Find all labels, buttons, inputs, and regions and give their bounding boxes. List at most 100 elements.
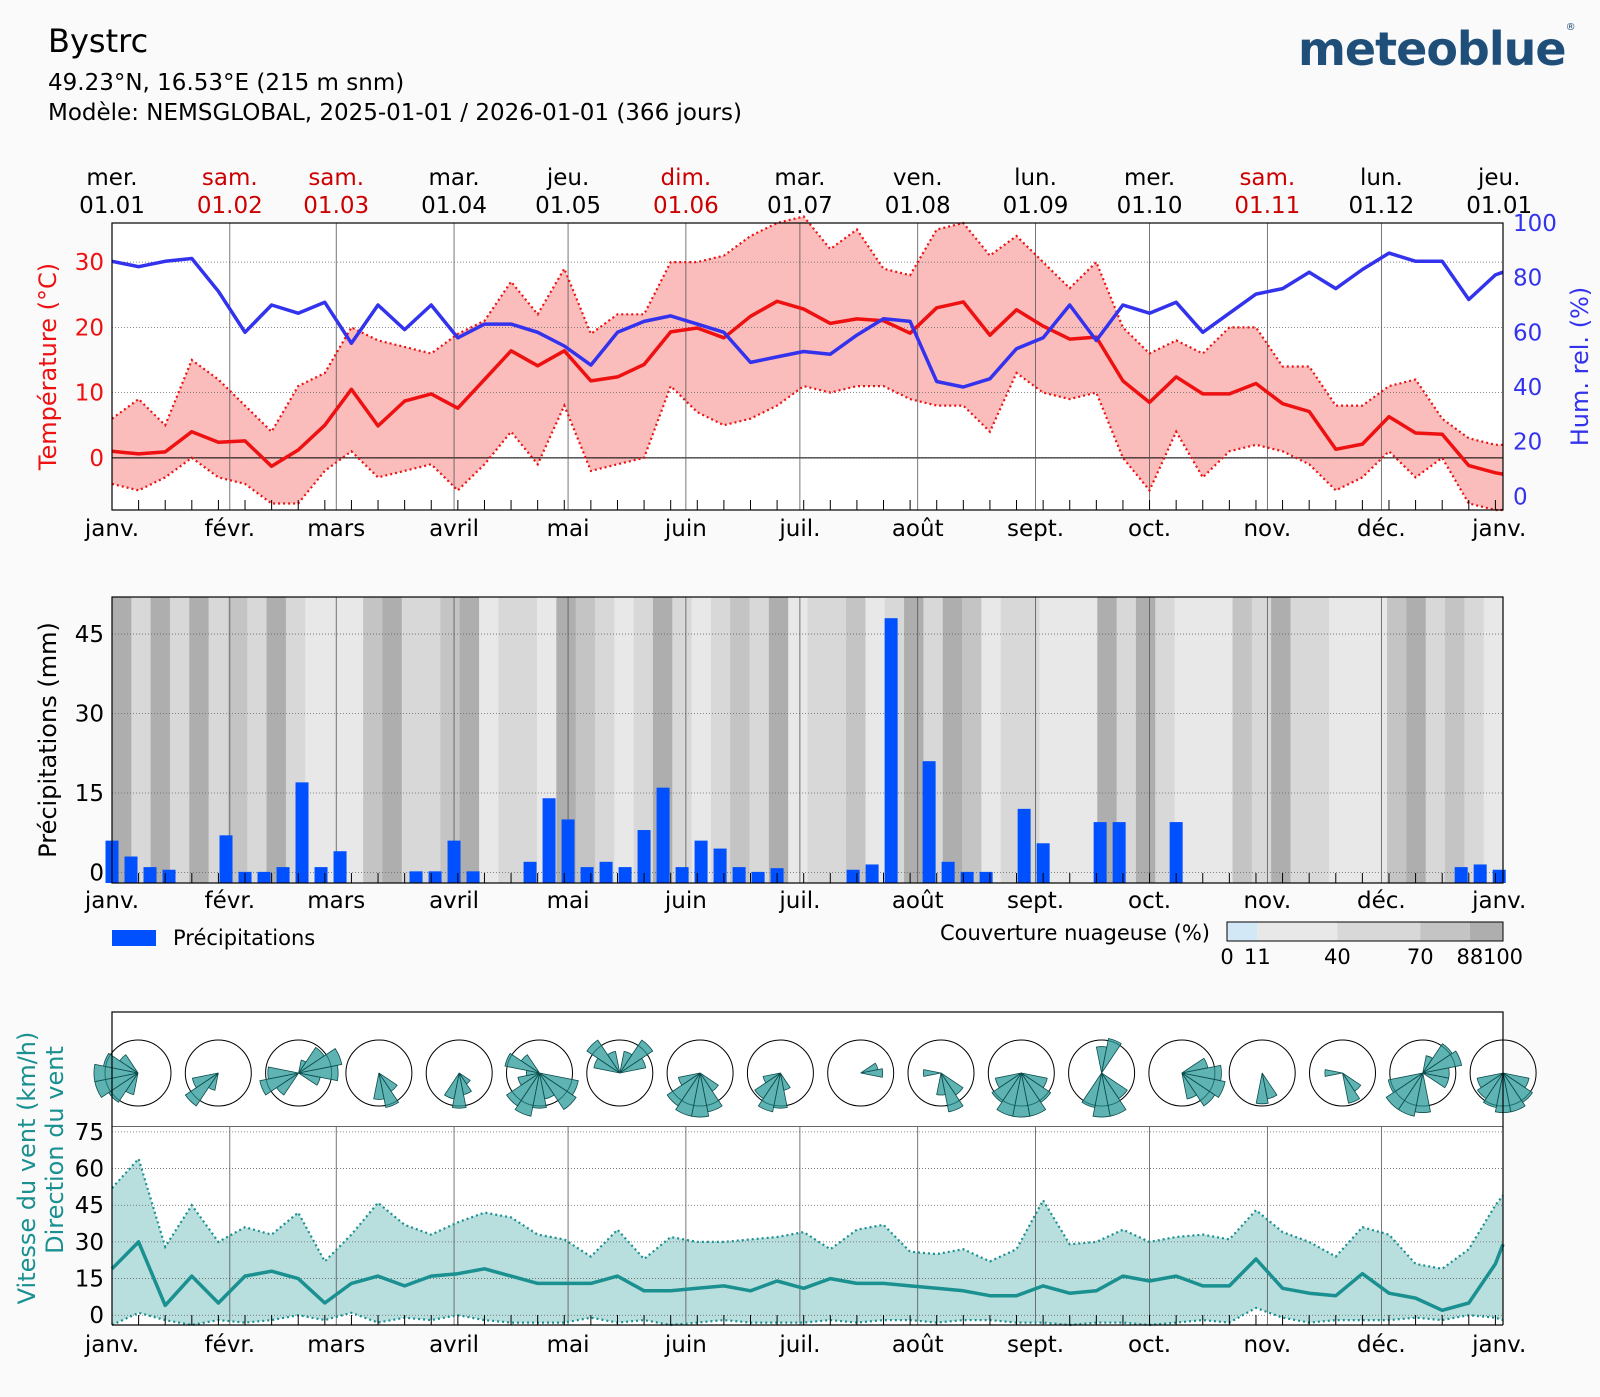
precipitation-bar [675, 867, 689, 883]
cloud-legend-segment [1469, 922, 1503, 941]
wind-rose-sector [666, 1072, 701, 1107]
month-label: nov. [1243, 1332, 1291, 1358]
location-name: Bystrc [48, 22, 149, 60]
precipitation-bar [314, 867, 328, 883]
month-label: sept. [1007, 888, 1064, 914]
wind-rose-sector [191, 1072, 219, 1089]
precipitation-chart: 0 15 30 45 Précipitations (mm) janv. févr. mars… [34, 596, 1526, 969]
wind-tick-label: 30 [75, 1230, 104, 1256]
wind-rose [1385, 1039, 1463, 1117]
wind-rose [504, 1039, 579, 1117]
cloud-cover-band [421, 597, 442, 883]
wind-max-line [111, 1156, 1504, 1270]
precipitation-bar [1112, 822, 1126, 883]
cloud-cover-band [1116, 597, 1137, 883]
precipitation-bar [276, 867, 290, 883]
humidity-line [111, 251, 1504, 389]
temperature-tick-label: 0 [89, 446, 104, 472]
wind-rose-sector [1181, 1072, 1226, 1098]
month-label: mai [547, 1332, 590, 1358]
wind-direction-axis-label: Direction du vent [41, 1046, 69, 1254]
temperature-tick-label: 30 [75, 250, 104, 276]
precipitation-bar [333, 851, 347, 883]
humidity-tick-label: 40 [1513, 375, 1542, 401]
month-label: janv. [84, 888, 139, 914]
cloud-cover-band [517, 597, 538, 883]
wind-rose-sector [922, 1069, 942, 1077]
wind-rose-sector [93, 1063, 139, 1083]
wind-rose-sector [586, 1039, 621, 1074]
top-date-weekday: lun. [1014, 165, 1057, 191]
wind-rose [746, 1039, 814, 1113]
top-date-labels: mer.01.01sam.01.02sam.01.03mar.01.04jeu.… [79, 165, 1532, 219]
wind-rose-sector [1324, 1069, 1343, 1077]
wind-rose-circle [1228, 1039, 1296, 1107]
cloud-cover-band [710, 597, 731, 883]
month-label: mars [307, 888, 365, 914]
precipitation-tick-label: 30 [75, 702, 104, 728]
month-label: févr. [205, 1332, 256, 1358]
wind-range-band [112, 1158, 1503, 1325]
wind-rose-sector [1101, 1038, 1122, 1074]
month-label: févr. [205, 516, 256, 542]
cloud-cover-band [1039, 597, 1060, 883]
top-date-value: 01.06 [653, 193, 719, 219]
wind-rose [1068, 1038, 1136, 1118]
month-label: janv. [84, 1332, 139, 1358]
precipitation-bar [1169, 822, 1183, 883]
wind-rose-sector [940, 1072, 964, 1113]
precipitation-bar [599, 861, 613, 883]
wind-rose-sector [1422, 1050, 1463, 1074]
wind-rose-sector [1181, 1072, 1216, 1107]
cloud-cover-band [1174, 597, 1195, 883]
wind-rose-sector [991, 1072, 1022, 1103]
cloud-cover-band [904, 597, 925, 883]
month-label: nov. [1243, 516, 1291, 542]
precipitation-axis-label: Précipitations (mm) [34, 622, 62, 858]
wind-rose-circle [907, 1039, 975, 1107]
month-label: sept. [1007, 1332, 1064, 1358]
cloud-cover-band [846, 597, 867, 883]
wind-rose-circle [586, 1039, 654, 1107]
cloud-legend-tick: 88 [1457, 945, 1484, 969]
temperature-chart: 0 10 20 30 0 20 40 60 80 100 Température (°C) Hum. … [34, 211, 1594, 542]
wind-rose-sector [936, 1072, 946, 1096]
month-label: mai [547, 888, 590, 914]
month-label: août [892, 888, 944, 914]
wind-rose [987, 1039, 1055, 1118]
humidity-axis-label: Hum. rel. (%) [1566, 287, 1594, 446]
wind-rose-sector [267, 1066, 299, 1080]
top-date-weekday: mar. [774, 165, 825, 191]
cloud-cover-band [730, 597, 751, 883]
cloud-cover-band [1097, 597, 1118, 883]
cloud-cover-band [382, 597, 403, 883]
top-date-value: 01.08 [885, 193, 951, 219]
cloud-legend-tick: 70 [1407, 945, 1434, 969]
month-label: déc. [1357, 1332, 1406, 1358]
cloud-cover-band [459, 597, 480, 883]
cloud-cover-band [266, 597, 287, 883]
wind-rose-sector [619, 1057, 647, 1074]
cloud-cover-band [1367, 597, 1388, 883]
wind-rose-sector [762, 1072, 781, 1084]
wind-rose-sector [520, 1054, 540, 1074]
cloud-cover-band [1000, 597, 1021, 883]
wind-rose [1148, 1039, 1226, 1107]
wind-rose-sector [517, 1072, 540, 1086]
month-label: oct. [1128, 516, 1171, 542]
precipitation-legend-swatch [112, 930, 156, 946]
cloud-cover-band [1077, 597, 1098, 883]
month-label: nov. [1243, 888, 1291, 914]
precipitation-bar [637, 830, 651, 883]
wind-tick-label: 0 [89, 1303, 104, 1329]
humidity-tick-label: 80 [1513, 266, 1542, 292]
precipitation-legend-label: Précipitations [173, 926, 315, 950]
cloud-cover-band [247, 597, 268, 883]
month-label: déc. [1357, 888, 1406, 914]
plot-frame [111, 596, 1504, 884]
month-label: oct. [1128, 888, 1171, 914]
wind-rose-sector [1342, 1072, 1361, 1104]
precipitation-bar [656, 787, 670, 883]
cloud-cover-band [768, 597, 789, 883]
